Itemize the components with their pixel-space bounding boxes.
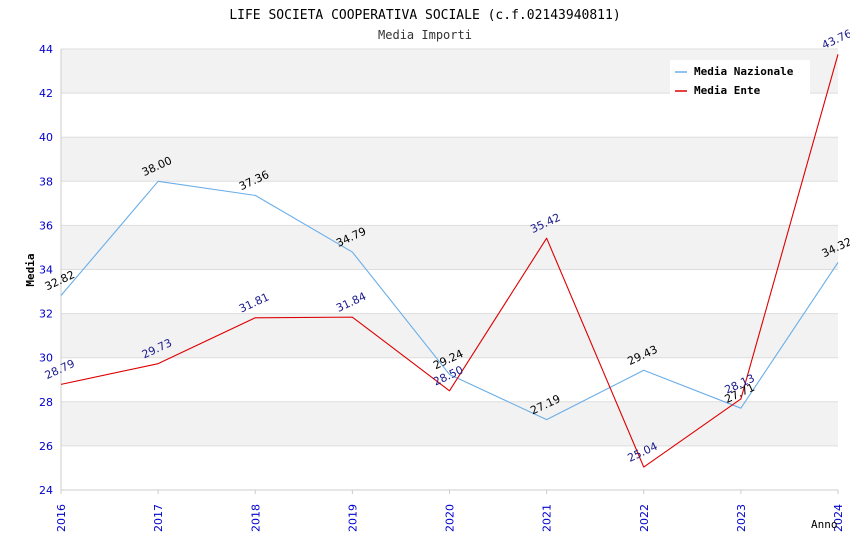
tick-labels: 24 26 28 30 32 34 36 38 40 42 44 2016 2017 2018 2019 20… bbox=[39, 43, 845, 532]
series-line-nazionale bbox=[60, 180, 839, 421]
chart-subtitle: Media Importi bbox=[378, 28, 472, 42]
x-tick-label: 2017 bbox=[152, 504, 165, 532]
x-tick-label: 2018 bbox=[249, 504, 262, 532]
y-tick-label: 32 bbox=[39, 308, 53, 321]
x-axis-label: Anno bbox=[811, 518, 838, 531]
legend-label-nazionale: Media Nazionale bbox=[694, 65, 794, 78]
background-bands bbox=[61, 49, 838, 446]
series-lines bbox=[60, 54, 839, 468]
y-tick-label: 38 bbox=[39, 175, 53, 188]
legend-label-ente: Media Ente bbox=[694, 84, 761, 97]
data-label-ente: 31.81 bbox=[237, 290, 271, 315]
legend: Media Nazionale Media Ente bbox=[670, 60, 810, 98]
axes bbox=[60, 49, 839, 494]
y-tick-label: 26 bbox=[39, 440, 53, 453]
y-tick-label: 36 bbox=[39, 219, 53, 232]
series-line-ente bbox=[60, 54, 839, 468]
gridlines bbox=[61, 48, 838, 491]
grid-band bbox=[61, 137, 838, 182]
data-label-ente: 31.84 bbox=[334, 290, 368, 315]
grid-band bbox=[61, 313, 838, 358]
y-tick-label: 24 bbox=[39, 484, 53, 497]
y-tick-label: 40 bbox=[39, 131, 53, 144]
x-tick-label: 2021 bbox=[541, 504, 554, 532]
x-tick-label: 2022 bbox=[638, 504, 651, 532]
grid-band bbox=[61, 225, 838, 270]
data-label-ente: 43.76 bbox=[820, 27, 850, 52]
y-tick-label: 44 bbox=[39, 43, 53, 56]
y-tick-label: 28 bbox=[39, 396, 53, 409]
chart-title: LIFE SOCIETA COOPERATIVA SOCIALE (c.f.02… bbox=[229, 8, 620, 23]
x-tick-label: 2020 bbox=[444, 504, 457, 532]
y-tick-label: 42 bbox=[39, 87, 53, 100]
x-tick-label: 2019 bbox=[346, 504, 359, 532]
y-tick-label: 30 bbox=[39, 352, 53, 365]
legend-box bbox=[670, 60, 810, 98]
x-tick-label: 2016 bbox=[55, 504, 68, 532]
grid-band bbox=[61, 401, 838, 446]
x-tick-label: 2023 bbox=[735, 504, 748, 532]
x-tick-label: 2024 bbox=[832, 504, 845, 532]
y-axis-label: Media bbox=[24, 253, 37, 286]
y-tick-label: 34 bbox=[39, 264, 53, 277]
